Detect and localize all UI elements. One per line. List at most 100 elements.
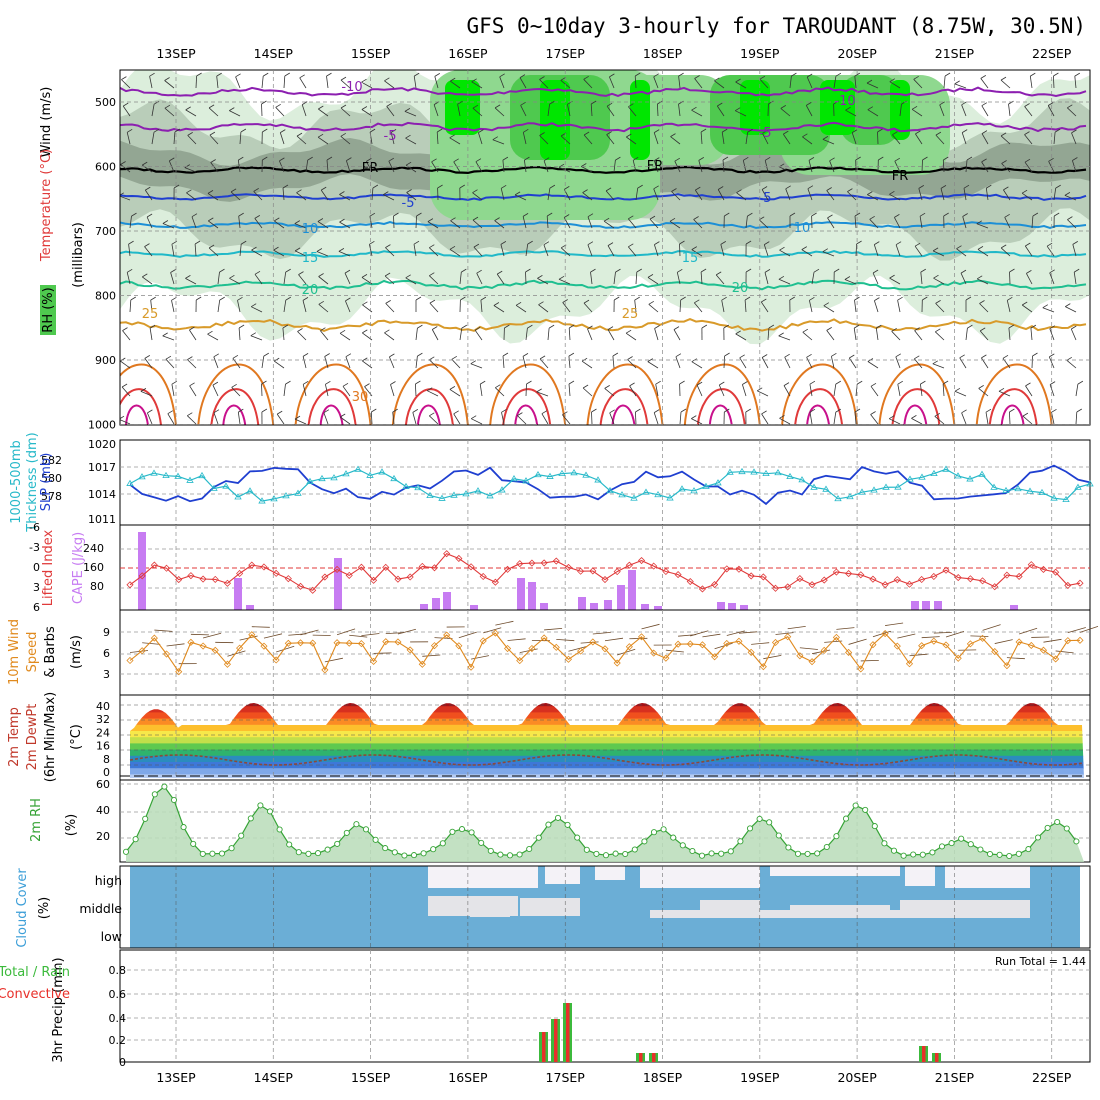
wind-barb	[371, 187, 374, 201]
rh2m-marker	[1044, 824, 1051, 831]
wind-barb	[457, 104, 461, 117]
wind-barb-flag	[960, 269, 967, 274]
wind-barb	[164, 80, 175, 89]
wind-barb-flag	[1072, 157, 1078, 161]
y-label-wind-2: Speed	[25, 632, 40, 673]
rh2m-marker	[775, 832, 782, 839]
rh2m-marker	[583, 846, 590, 853]
wind-barb-flag	[895, 241, 902, 246]
wind-speed-marker	[370, 657, 378, 665]
wind-speed-marker	[1052, 655, 1060, 663]
wind-barb-flag	[963, 184, 970, 189]
contour-label: -5	[759, 191, 772, 206]
wind-barb	[415, 383, 417, 397]
wind-barb-flag	[779, 414, 785, 419]
wind-barb-flag	[854, 212, 861, 217]
wind-barb-flag	[1072, 241, 1079, 245]
contour-30	[391, 363, 469, 425]
wind-barb-10m	[385, 632, 404, 635]
rh2m-marker	[161, 783, 168, 790]
wind-barb-flag	[449, 386, 456, 390]
wind-barb-10m	[544, 628, 563, 631]
wind-barb-flag	[654, 157, 660, 161]
wind-barb	[866, 82, 879, 89]
wind-barb	[805, 105, 813, 117]
wind-barb-flag	[369, 240, 375, 245]
wind-barb-flag	[634, 296, 640, 301]
contour-35	[988, 388, 1038, 425]
wind-barb	[1009, 411, 1011, 425]
wind-barb-flag	[1024, 103, 1030, 107]
y-label-cloud-2: (%)	[37, 897, 52, 920]
wind-speed-marker	[175, 668, 183, 676]
wind-barb-flag	[981, 130, 988, 134]
wind-barb	[715, 274, 725, 285]
wind-barb-flag	[628, 215, 634, 220]
wind-barb-flag	[722, 156, 729, 161]
rh2m-marker	[650, 829, 658, 836]
y-label-precip-1: 3hr Precip (mm)	[51, 957, 66, 1062]
wind-barb-flag	[153, 128, 160, 133]
wind-barb-flag	[170, 269, 176, 273]
wind-barb-flag	[844, 276, 851, 280]
wind-barb	[807, 188, 813, 201]
wind-speed-marker	[1003, 662, 1011, 670]
wind-barb	[499, 76, 505, 89]
wind-barb-flag	[261, 380, 267, 385]
wind-barb-flag	[721, 296, 727, 301]
wind-barb-10m	[714, 642, 733, 650]
wind-barb	[147, 412, 153, 425]
wind-barb-flag	[724, 352, 730, 357]
lifted-marker	[991, 583, 999, 591]
wind-barb	[231, 387, 241, 397]
rh2m-marker	[871, 823, 878, 830]
contour-30	[683, 363, 761, 425]
wind-barb-flag	[764, 156, 771, 161]
wind-barb-flag	[384, 329, 390, 334]
thickness-marker	[534, 470, 542, 478]
wind-barb	[207, 333, 219, 341]
wind-barb-flag	[895, 353, 902, 358]
wind-barb-flag	[935, 131, 942, 136]
wind-barb	[1003, 189, 1011, 201]
wind-barb-flag	[654, 241, 660, 245]
wind-barb-flag	[759, 75, 766, 80]
wind-barb	[583, 134, 593, 145]
wind-barb-flag	[981, 158, 987, 163]
wind-barb-flag	[756, 387, 763, 392]
wind-barb	[613, 272, 616, 285]
rh2m-marker	[785, 844, 792, 851]
wind-speed-marker	[735, 637, 743, 645]
wind-barb-flag	[1009, 408, 1015, 413]
wind-barb	[847, 191, 857, 201]
thickness-marker	[606, 486, 614, 494]
wind-speed-marker	[479, 637, 487, 645]
wind-barb	[720, 244, 725, 257]
wind-speed-marker	[199, 642, 207, 650]
rh2m-marker	[526, 845, 533, 853]
wind-barb	[250, 335, 263, 341]
thickness-marker	[498, 486, 506, 493]
date-label-top: 18SEP	[643, 46, 683, 61]
wind-barb	[237, 412, 241, 425]
thickness-marker	[414, 483, 422, 491]
thickness-marker	[582, 471, 590, 478]
wind-barb	[591, 411, 593, 425]
wind-barb	[144, 189, 153, 201]
precip-tick-label: 0.8	[109, 964, 127, 977]
lifted-marker	[162, 564, 171, 572]
precip-bar-convective	[935, 1053, 939, 1062]
thickness-marker	[546, 472, 554, 479]
wind-barb-flag	[196, 72, 202, 77]
wind-barb-flag	[959, 354, 965, 359]
wind-barb-flag	[1032, 212, 1039, 217]
wind-barb-flag	[164, 77, 170, 81]
wind-barb	[802, 136, 813, 145]
lifted-marker	[199, 575, 207, 583]
wind-barb-flag	[609, 73, 615, 78]
wind-barb-flag	[219, 268, 225, 273]
temp-band	[130, 762, 1084, 769]
temp-band	[130, 706, 1084, 713]
wind-speed-marker	[272, 656, 280, 664]
